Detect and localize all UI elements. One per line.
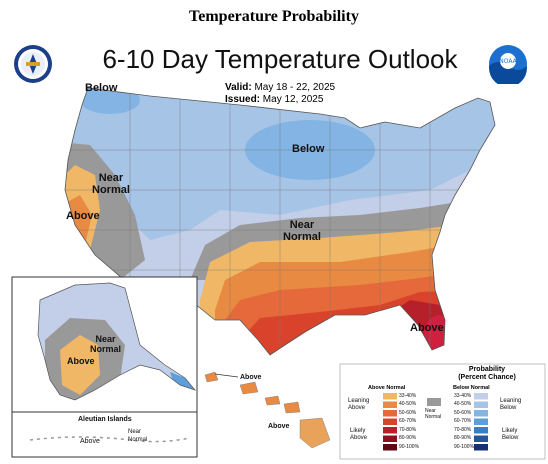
legend-above-range: 50-60% (399, 409, 417, 416)
legend-below-swatch (474, 427, 488, 434)
legend-above-range: 40-50% (399, 401, 417, 407)
legend-below-range: 40-50% (454, 401, 472, 407)
legend-below-range: 70-80% (454, 426, 472, 433)
legend-above-swatch (383, 393, 397, 400)
label-hi-above-1: Above (240, 374, 262, 381)
legend-below-range: 90-100% (454, 443, 475, 450)
legend-near-swatch (427, 398, 441, 406)
svg-text:NOAA: NOAA (499, 58, 517, 65)
legend-above-swatch (383, 444, 397, 451)
page-heading: Temperature Probability (189, 8, 359, 25)
label-nw-below: Below (85, 82, 118, 94)
aleutian-near-normal: Near Normal (128, 429, 148, 443)
legend-title: Probability (Percent Chance) (458, 366, 516, 381)
legend-below-range: 50-60% (454, 409, 472, 416)
label-west-near-normal: Near Normal (92, 172, 130, 196)
legend-below-swatch (474, 401, 488, 408)
legend-below-range: 80-90% (454, 435, 472, 441)
valid-dates: Valid: May 18 - 22, 2025 (225, 82, 336, 93)
aleutian-above: Above (80, 438, 100, 445)
legend-below-header: Below Normal (453, 385, 490, 391)
legend-above-header: Above Normal (368, 385, 406, 391)
legend-above-swatch (383, 401, 397, 408)
legend-likely-below: Likely Below (502, 428, 519, 441)
legend-above-range: 70-80% (399, 426, 417, 433)
legend-below-swatch (474, 410, 488, 417)
map-title: 6-10 Day Temperature Outlook (102, 44, 458, 74)
legend-below-range: 33-40% (454, 392, 472, 399)
legend-above-range: 60-70% (399, 418, 417, 424)
legend-above-swatch (383, 410, 397, 417)
legend-above-range: 80-90% (399, 435, 417, 441)
legend-above-swatch (383, 427, 397, 434)
legend-below-swatch (474, 435, 488, 442)
legend-below-swatch (474, 444, 488, 451)
issued-date: Issued: May 12, 2025 (225, 94, 324, 105)
label-hi-above-2: Above (268, 423, 290, 430)
label-se-above: Above (410, 322, 444, 334)
noaa-logo-icon: NOAA (489, 45, 527, 84)
legend-leaning-above: Leaning Above (348, 398, 370, 411)
legend-likely-above: Likely Above (350, 428, 368, 441)
legend-near-normal: Near Normal (425, 408, 442, 420)
legend-leaning-below: Leaning Below (500, 398, 522, 411)
label-ak-above: Above (67, 356, 95, 366)
hawaii-map (204, 371, 331, 449)
label-ne-below: Below (292, 143, 325, 155)
legend-above-range: 33-40% (399, 392, 417, 399)
label-west-above: Above (66, 210, 100, 222)
label-ak-near-normal: Near Normal (90, 334, 122, 354)
legend-below-swatch (474, 418, 488, 425)
legend-above-swatch (383, 435, 397, 442)
legend-above-swatch (383, 418, 397, 425)
legend-swatches (383, 393, 488, 451)
legend-above-range: 90-100% (399, 443, 420, 450)
legend-below-range: 60-70% (454, 418, 472, 424)
aleutian-title: Aleutian Islands (78, 416, 132, 423)
doc-seal-icon (14, 45, 52, 83)
label-central-near-normal: Near Normal (283, 219, 321, 243)
legend-below-swatch (474, 393, 488, 400)
